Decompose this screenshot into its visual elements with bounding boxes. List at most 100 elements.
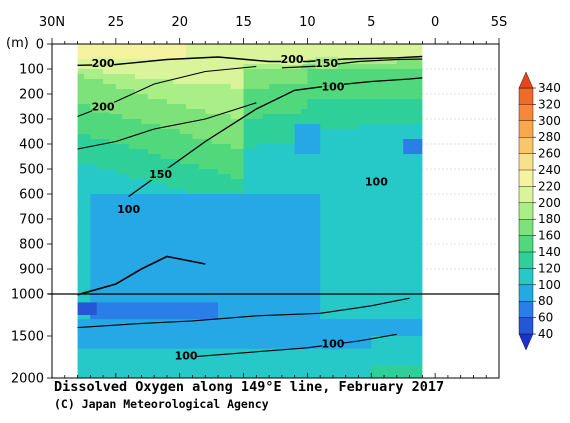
field-cell <box>166 114 174 120</box>
field-cell <box>307 336 315 341</box>
field-cell <box>288 69 296 75</box>
field-cell <box>230 214 238 220</box>
field-cell <box>384 159 391 165</box>
y-tick-label: 300 <box>19 113 44 128</box>
field-cell <box>313 361 321 366</box>
contour-label-bg <box>321 80 344 93</box>
field-cell <box>288 99 296 105</box>
field-cell <box>109 149 117 155</box>
field-cell <box>154 164 161 170</box>
field-cell <box>96 284 104 290</box>
field-cell <box>320 294 327 299</box>
field-cell <box>186 244 193 250</box>
field-cell <box>313 323 321 328</box>
field-cell <box>409 264 417 270</box>
field-cell <box>415 229 423 235</box>
y-tick-label: 700 <box>19 213 44 228</box>
field-cell <box>396 49 404 55</box>
field-cell <box>96 224 104 230</box>
field-cell <box>186 336 193 341</box>
field-cell <box>275 365 283 370</box>
field-cell <box>358 139 366 145</box>
field-cell <box>147 89 155 95</box>
field-cell <box>256 204 264 210</box>
field-cell <box>352 109 359 115</box>
y-tick-label: 200 <box>19 88 44 103</box>
field-cell <box>371 294 379 299</box>
field-cell <box>288 199 296 205</box>
field-cell <box>288 310 296 316</box>
field-cell <box>345 294 353 299</box>
field-cell <box>301 264 308 270</box>
field-cell <box>122 365 130 370</box>
field-cell <box>166 189 174 195</box>
field-cell <box>205 244 213 250</box>
field-cell <box>154 139 161 145</box>
field-cell <box>332 357 340 362</box>
field-cell <box>249 139 257 145</box>
field-cell <box>230 114 238 120</box>
field-cell <box>147 365 155 370</box>
field-cell <box>326 274 334 280</box>
field-cell <box>115 74 123 80</box>
field-cell <box>154 49 161 55</box>
field-cell <box>320 174 327 180</box>
field-cell <box>249 44 257 50</box>
field-cell <box>198 344 206 349</box>
field-cell <box>415 194 423 200</box>
field-cell <box>249 119 257 125</box>
field-cell <box>288 357 296 362</box>
field-cell <box>320 319 327 324</box>
colorbar-label: 100 <box>538 278 561 292</box>
field-cell <box>301 164 308 170</box>
field-cell <box>154 315 161 320</box>
field-cell <box>192 214 200 220</box>
field-cell <box>384 344 391 349</box>
field-cell <box>205 149 213 155</box>
field-cell <box>205 219 213 225</box>
contour-label: 150 <box>149 168 172 181</box>
field-cell <box>115 369 123 375</box>
field-cell <box>192 249 200 255</box>
field-cell <box>179 209 187 215</box>
field-cell <box>243 44 251 50</box>
field-cell <box>205 289 213 295</box>
field-cell <box>230 361 238 366</box>
field-cell <box>352 319 359 324</box>
field-cell <box>160 274 168 280</box>
field-cell <box>339 169 347 175</box>
field-cell <box>77 149 85 155</box>
field-cell <box>377 274 385 280</box>
field-cell <box>230 369 238 375</box>
field-cell <box>186 289 193 295</box>
field-cell <box>377 373 385 379</box>
field-cell <box>320 159 327 165</box>
field-cell <box>332 224 340 230</box>
field-cell <box>275 159 283 165</box>
field-cell <box>262 69 270 75</box>
field-cell <box>390 294 398 299</box>
field-cell <box>122 124 130 130</box>
field-cell <box>192 344 200 349</box>
field-cell <box>326 169 334 175</box>
field-cell <box>364 149 372 155</box>
field-cell <box>301 310 308 316</box>
field-cell <box>230 327 238 333</box>
field-cell <box>339 361 347 366</box>
field-cell <box>77 119 85 125</box>
field-cell <box>281 302 289 307</box>
field-cell <box>166 340 174 345</box>
field-cell <box>211 144 219 150</box>
field-cell <box>115 348 123 354</box>
field-cell <box>364 89 372 95</box>
field-cell <box>307 119 315 125</box>
field-cell <box>262 331 270 337</box>
field-cell <box>326 319 334 324</box>
field-cell <box>390 239 398 245</box>
field-cell <box>192 74 200 80</box>
field-cell <box>147 164 155 170</box>
field-cell <box>109 289 117 295</box>
field-cell <box>262 269 270 275</box>
field-cell <box>371 331 379 337</box>
field-cell <box>262 139 270 145</box>
